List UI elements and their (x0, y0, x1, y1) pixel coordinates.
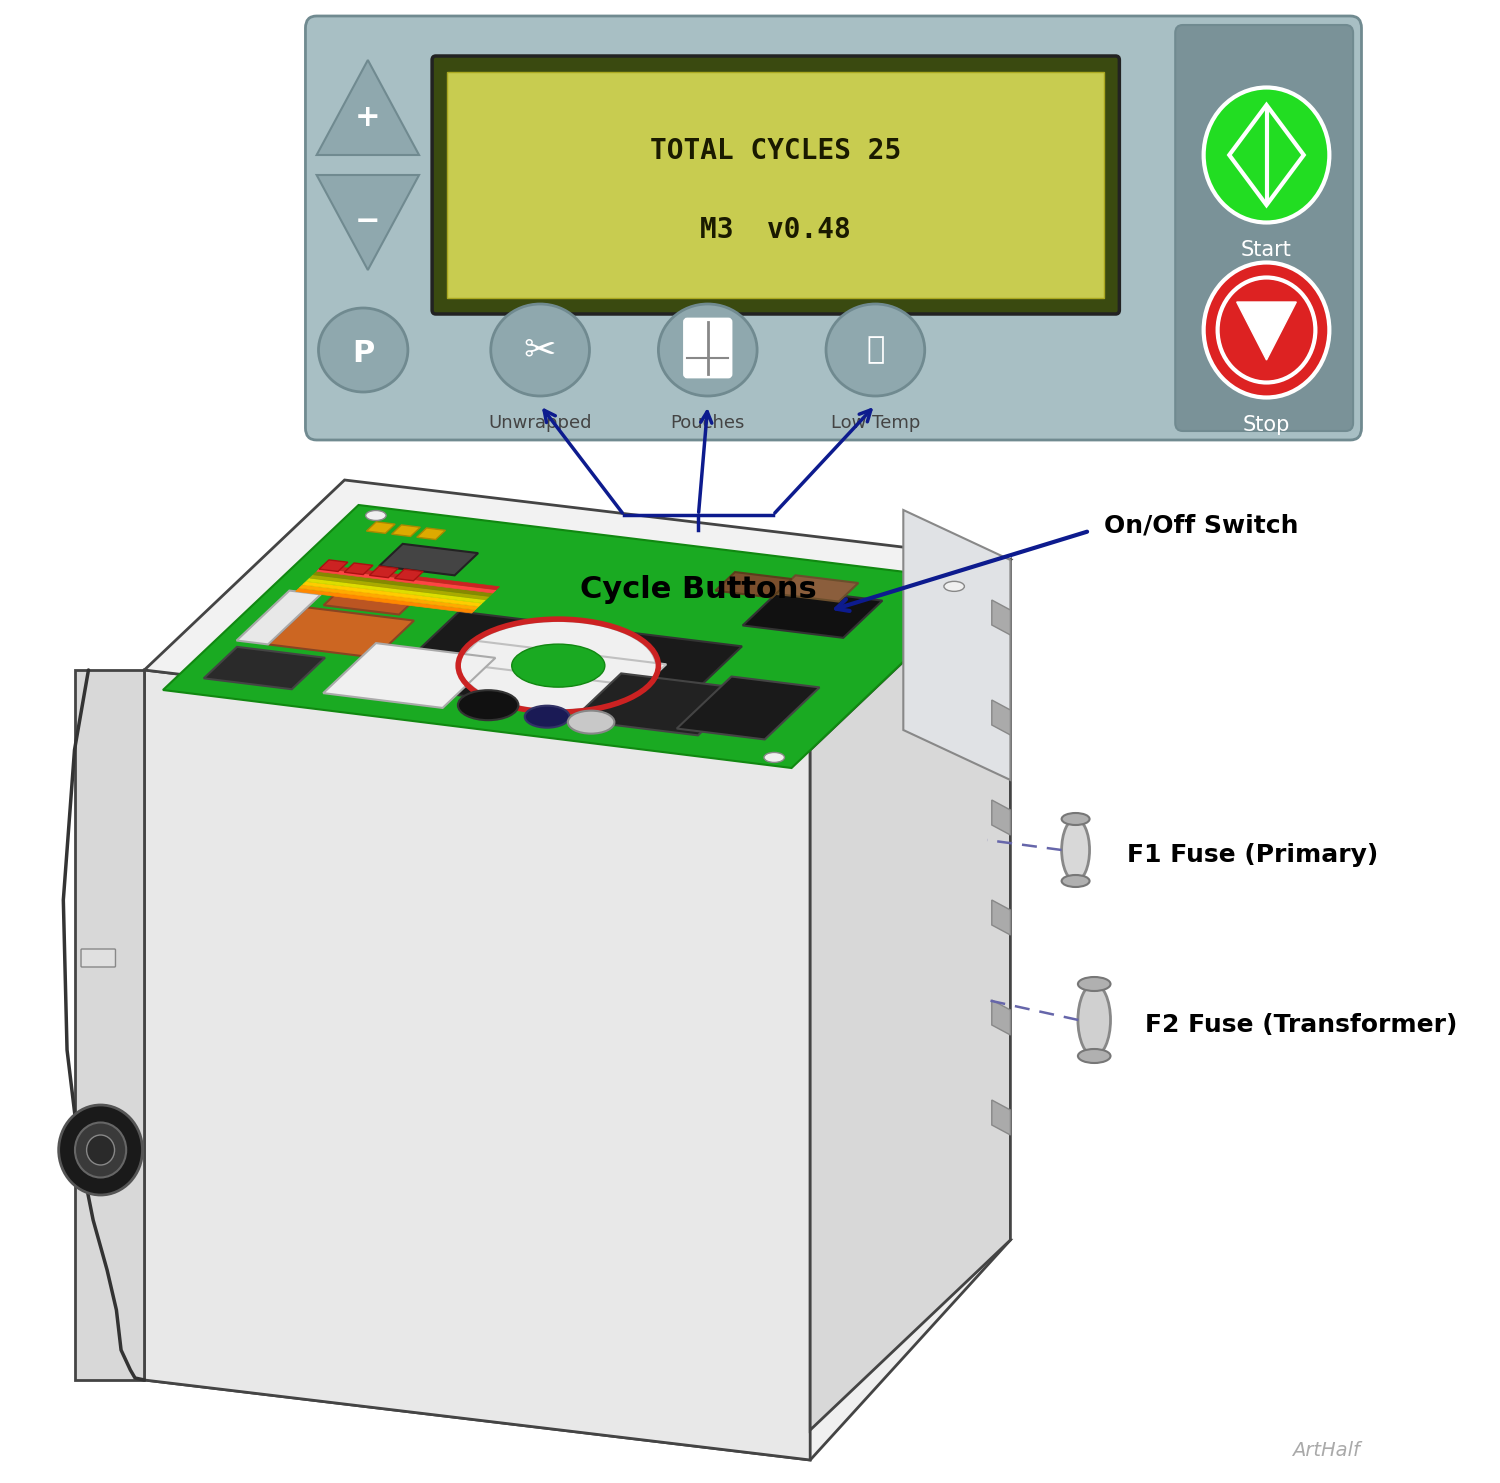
Polygon shape (381, 611, 742, 721)
Polygon shape (454, 641, 666, 687)
Ellipse shape (827, 304, 924, 396)
Text: F1 Fuse (Primary): F1 Fuse (Primary) (1126, 842, 1378, 868)
Polygon shape (320, 561, 348, 571)
Ellipse shape (1203, 262, 1329, 397)
Ellipse shape (490, 304, 590, 396)
Polygon shape (316, 175, 419, 270)
Text: −: − (356, 208, 381, 236)
Polygon shape (810, 561, 1011, 1430)
Text: Low Temp: Low Temp (831, 414, 920, 432)
Text: +: + (356, 102, 381, 132)
Ellipse shape (87, 1134, 114, 1166)
Ellipse shape (75, 1123, 126, 1178)
Ellipse shape (366, 510, 386, 521)
Polygon shape (903, 510, 1011, 780)
Polygon shape (314, 572, 492, 596)
Polygon shape (298, 586, 478, 610)
Polygon shape (392, 525, 420, 537)
FancyBboxPatch shape (684, 319, 730, 377)
Text: F2 Fuse (Transformer): F2 Fuse (Transformer) (1146, 1013, 1458, 1037)
Text: Pouches: Pouches (670, 414, 746, 432)
Polygon shape (164, 506, 987, 768)
Polygon shape (366, 522, 394, 534)
Polygon shape (345, 564, 374, 574)
Polygon shape (144, 480, 1011, 750)
Polygon shape (742, 589, 882, 638)
Polygon shape (322, 644, 495, 707)
FancyBboxPatch shape (447, 73, 1104, 298)
Polygon shape (268, 608, 414, 657)
Ellipse shape (658, 304, 758, 396)
Polygon shape (992, 601, 1011, 635)
Text: TOTAL CYCLES 25: TOTAL CYCLES 25 (650, 136, 902, 165)
Ellipse shape (1078, 1048, 1110, 1063)
Polygon shape (316, 59, 419, 156)
Polygon shape (306, 578, 486, 604)
Polygon shape (992, 1100, 1011, 1134)
Text: ArtHalf: ArtHalf (1292, 1441, 1359, 1459)
Ellipse shape (764, 752, 784, 762)
Ellipse shape (1203, 87, 1329, 222)
Ellipse shape (944, 581, 964, 592)
Text: Unwrapped: Unwrapped (489, 414, 592, 432)
Polygon shape (1236, 303, 1296, 360)
Polygon shape (417, 528, 446, 540)
Polygon shape (321, 565, 500, 590)
Text: 🤚: 🤚 (867, 335, 885, 365)
Ellipse shape (1062, 813, 1089, 825)
Text: Stop: Stop (1244, 415, 1290, 435)
Polygon shape (992, 900, 1011, 934)
Text: ✂: ✂ (524, 331, 556, 369)
Polygon shape (992, 799, 1011, 835)
Text: M3  v0.48: M3 v0.48 (700, 217, 850, 245)
Ellipse shape (525, 706, 570, 728)
Ellipse shape (1078, 977, 1110, 991)
Polygon shape (75, 670, 144, 1381)
FancyBboxPatch shape (81, 949, 116, 967)
Polygon shape (303, 581, 482, 607)
FancyBboxPatch shape (432, 56, 1119, 314)
FancyBboxPatch shape (1174, 25, 1353, 432)
Polygon shape (394, 569, 423, 581)
Ellipse shape (1078, 985, 1110, 1056)
Polygon shape (310, 575, 489, 599)
Polygon shape (716, 572, 792, 598)
Text: P: P (352, 340, 375, 368)
Text: Cycle Buttons: Cycle Buttons (580, 575, 818, 604)
Text: Start: Start (1240, 240, 1292, 260)
Polygon shape (676, 676, 819, 740)
Polygon shape (316, 568, 496, 593)
Ellipse shape (58, 1105, 142, 1195)
Polygon shape (324, 583, 423, 614)
Ellipse shape (568, 710, 615, 734)
FancyBboxPatch shape (306, 16, 1362, 440)
Polygon shape (144, 670, 810, 1459)
Polygon shape (992, 1000, 1011, 1035)
Ellipse shape (318, 308, 408, 392)
Polygon shape (237, 590, 321, 645)
Ellipse shape (512, 644, 604, 687)
Polygon shape (992, 700, 1011, 736)
Ellipse shape (1062, 875, 1089, 887)
Polygon shape (369, 567, 398, 578)
Polygon shape (296, 589, 476, 612)
Polygon shape (776, 575, 858, 602)
Ellipse shape (1062, 819, 1089, 881)
Polygon shape (204, 647, 326, 690)
Polygon shape (380, 544, 478, 575)
Polygon shape (573, 673, 747, 736)
Ellipse shape (458, 690, 519, 721)
Text: On/Off Switch: On/Off Switch (1104, 515, 1298, 538)
Polygon shape (144, 1160, 1011, 1459)
Ellipse shape (460, 620, 656, 710)
